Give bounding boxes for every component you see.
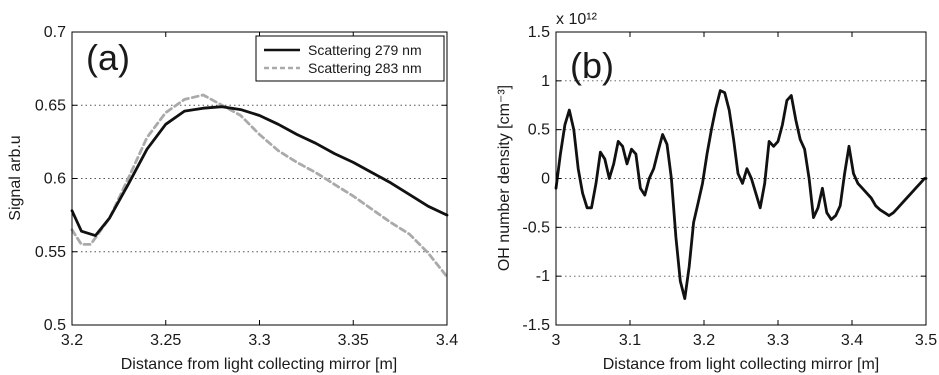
y-tick-label: 0.5 (528, 122, 550, 139)
panel-a-letter: (a) (86, 37, 130, 78)
y-tick-label: -0.5 (522, 219, 550, 236)
y-tick-label: -1 (536, 268, 550, 285)
x-tick-label: 3.25 (150, 332, 181, 349)
panel-a-y-ticks: 0.5 0.55 0.6 0.65 0.7 (35, 24, 447, 334)
panel-b-letter: (b) (570, 45, 614, 86)
series-line-scattering-283-nm (70, 93, 449, 279)
panel-a-y-axis-label: Signal arb.u (7, 135, 24, 220)
panel-b-x-axis-label: Distance from light collecting mirror [m… (603, 356, 880, 373)
y-tick-label: 0.7 (44, 24, 66, 41)
x-tick-label: 3.4 (436, 332, 458, 349)
panel-a-legend: Scattering 279 nm Scattering 283 nm (255, 35, 445, 82)
panel-b: 3 3.1 3.2 3.3 3.4 3.5 -1.5-1-0.500.511.5 (b) … (496, 11, 937, 373)
x-tick-label: 3.3 (248, 332, 270, 349)
y-tick-label: -1.5 (522, 317, 550, 334)
x-tick-label: 3.4 (841, 332, 863, 349)
y-tick-label: 0 (541, 171, 550, 188)
panel-b-x-ticks: 3 3.1 3.2 3.3 3.4 3.5 (552, 32, 937, 349)
panel-a-legend-box (255, 35, 445, 82)
panel-b-y-multiplier: x 10¹² (556, 11, 598, 28)
panel-b-y-axis-label: OH number density [cm⁻³] (496, 85, 513, 271)
series-line-oh-density (554, 89, 928, 301)
x-tick-label: 3 (552, 332, 561, 349)
y-tick-label: 1 (541, 73, 550, 90)
x-tick-label: 3.3 (767, 332, 789, 349)
y-tick-label: 0.55 (35, 244, 66, 261)
y-tick-label: 1.5 (528, 24, 550, 41)
x-tick-label: 3.35 (338, 332, 369, 349)
series-line-scattering-279-nm (70, 105, 449, 238)
x-tick-label: 3.1 (619, 332, 641, 349)
y-tick-label: 0.6 (44, 171, 66, 188)
panel-b-series (554, 89, 928, 301)
x-tick-label: 3.5 (915, 332, 937, 349)
panel-a-series (70, 93, 449, 279)
y-tick-label: 0.65 (35, 97, 66, 114)
x-tick-label: 3.2 (693, 332, 715, 349)
legend-label-279: Scattering 279 nm (308, 42, 422, 58)
panel-a-x-axis-label: Distance from light collecting mirror [m… (121, 356, 398, 373)
panel-b-y-ticks: -1.5 -1 -0.5 0 0.5 1 1.5 (522, 24, 926, 334)
x-tick-label: 3.2 (61, 332, 83, 349)
panel-a: 3.2 3.25 3.3 3.35 3.4 0.50.550.60.650.7 (a) … (7, 24, 458, 373)
panel-a-x-ticks: 3.2 3.25 3.3 3.35 3.4 (61, 32, 458, 349)
y-tick-label: 0.5 (44, 317, 66, 334)
legend-label-283: Scattering 283 nm (308, 60, 422, 76)
